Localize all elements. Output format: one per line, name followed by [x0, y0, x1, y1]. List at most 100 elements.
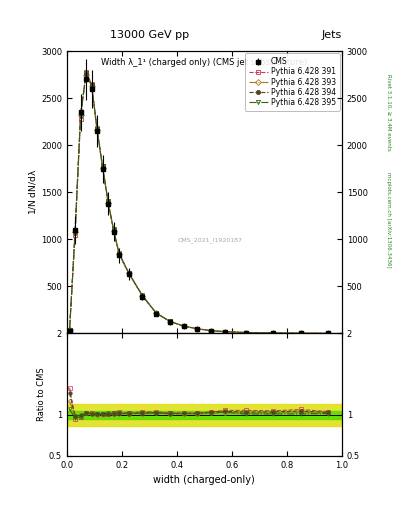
Pythia 6.428 395 — [298, 330, 303, 336]
Pythia 6.428 394 — [209, 328, 214, 334]
Pythia 6.428 393 — [84, 72, 88, 78]
Pythia 6.428 391 — [106, 199, 110, 205]
Pythia 6.428 394 — [298, 330, 303, 336]
Pythia 6.428 394 — [95, 126, 99, 133]
Y-axis label: Ratio to CMS: Ratio to CMS — [37, 368, 46, 421]
Pythia 6.428 395 — [222, 329, 227, 335]
Pythia 6.428 395 — [243, 329, 248, 335]
Pythia 6.428 395 — [111, 226, 116, 232]
Pythia 6.428 391 — [117, 250, 121, 256]
Pythia 6.428 394 — [168, 318, 173, 325]
Pythia 6.428 391 — [209, 328, 214, 334]
Pythia 6.428 391 — [243, 329, 248, 335]
Pythia 6.428 393 — [271, 330, 275, 336]
Pythia 6.428 391 — [195, 326, 200, 332]
Line: Pythia 6.428 393: Pythia 6.428 393 — [68, 73, 330, 335]
Pythia 6.428 393 — [106, 200, 110, 206]
Pythia 6.428 394 — [67, 327, 72, 333]
Pythia 6.428 394 — [195, 326, 200, 332]
Pythia 6.428 393 — [111, 228, 116, 234]
Pythia 6.428 391 — [222, 329, 227, 335]
Pythia 6.428 393 — [326, 330, 331, 336]
Pythia 6.428 394 — [140, 293, 145, 299]
Pythia 6.428 394 — [100, 164, 105, 170]
Pythia 6.428 395 — [209, 328, 214, 334]
Pythia 6.428 391 — [298, 330, 303, 336]
Pythia 6.428 393 — [95, 127, 99, 133]
Pythia 6.428 393 — [140, 293, 145, 299]
Pythia 6.428 393 — [222, 329, 227, 335]
Pythia 6.428 393 — [154, 310, 159, 316]
Pythia 6.428 394 — [117, 251, 121, 257]
Pythia 6.428 394 — [78, 110, 83, 116]
Y-axis label: $\mathrm{1 / N\; dN / d\lambda}$: $\mathrm{1 / N\; dN / d\lambda}$ — [27, 169, 38, 216]
Text: Rivet 3.1.10, ≥ 3.4M events: Rivet 3.1.10, ≥ 3.4M events — [386, 74, 391, 151]
Pythia 6.428 391 — [111, 227, 116, 233]
Pythia 6.428 394 — [127, 270, 131, 276]
Pythia 6.428 394 — [73, 228, 77, 234]
Pythia 6.428 394 — [106, 199, 110, 205]
Pythia 6.428 395 — [117, 250, 121, 257]
X-axis label: width (charged-only): width (charged-only) — [154, 475, 255, 485]
Pythia 6.428 393 — [100, 165, 105, 171]
Text: CMS_2021_I1920187: CMS_2021_I1920187 — [177, 238, 242, 243]
Text: mcplots.cern.ch [arXiv:1306.3436]: mcplots.cern.ch [arXiv:1306.3436] — [386, 173, 391, 268]
Pythia 6.428 391 — [127, 270, 131, 276]
Line: Pythia 6.428 395: Pythia 6.428 395 — [68, 71, 330, 335]
Pythia 6.428 391 — [78, 116, 83, 122]
Pythia 6.428 395 — [89, 81, 94, 88]
Pythia 6.428 395 — [67, 327, 72, 333]
Pythia 6.428 391 — [89, 81, 94, 87]
Pythia 6.428 394 — [182, 323, 186, 329]
Line: Pythia 6.428 394: Pythia 6.428 394 — [68, 72, 330, 335]
Text: 13000 GeV pp: 13000 GeV pp — [110, 30, 189, 40]
Pythia 6.428 393 — [243, 329, 248, 335]
Pythia 6.428 393 — [73, 229, 77, 235]
Pythia 6.428 393 — [127, 270, 131, 276]
Pythia 6.428 391 — [154, 310, 159, 316]
Pythia 6.428 394 — [111, 227, 116, 233]
Pythia 6.428 394 — [271, 330, 275, 336]
Text: Width λ_1¹ (charged only) (CMS jet substructure): Width λ_1¹ (charged only) (CMS jet subst… — [101, 58, 307, 67]
Pythia 6.428 395 — [168, 318, 173, 325]
Pythia 6.428 395 — [106, 198, 110, 204]
Legend: CMS, Pythia 6.428 391, Pythia 6.428 393, Pythia 6.428 394, Pythia 6.428 395: CMS, Pythia 6.428 391, Pythia 6.428 393,… — [245, 53, 340, 111]
Pythia 6.428 395 — [154, 310, 159, 316]
Text: Jets: Jets — [321, 30, 342, 40]
Pythia 6.428 391 — [140, 292, 145, 298]
Pythia 6.428 391 — [67, 327, 72, 333]
Pythia 6.428 394 — [222, 329, 227, 335]
Pythia 6.428 395 — [100, 163, 105, 169]
Line: Pythia 6.428 391: Pythia 6.428 391 — [68, 70, 330, 335]
Pythia 6.428 394 — [89, 82, 94, 88]
Pythia 6.428 394 — [243, 329, 248, 335]
Pythia 6.428 393 — [168, 318, 173, 325]
Pythia 6.428 395 — [127, 270, 131, 276]
Pythia 6.428 395 — [182, 323, 186, 329]
Pythia 6.428 395 — [140, 293, 145, 299]
Pythia 6.428 394 — [154, 310, 159, 316]
Pythia 6.428 391 — [271, 330, 275, 336]
Pythia 6.428 393 — [195, 326, 200, 332]
Pythia 6.428 393 — [298, 330, 303, 336]
Pythia 6.428 391 — [182, 323, 186, 329]
Pythia 6.428 393 — [67, 327, 72, 333]
Pythia 6.428 391 — [326, 330, 331, 336]
Pythia 6.428 393 — [117, 251, 121, 258]
Pythia 6.428 394 — [326, 330, 331, 336]
Pythia 6.428 393 — [209, 328, 214, 334]
Pythia 6.428 391 — [100, 163, 105, 169]
Pythia 6.428 391 — [84, 69, 88, 75]
Pythia 6.428 395 — [78, 114, 83, 120]
Pythia 6.428 393 — [89, 83, 94, 89]
Pythia 6.428 395 — [271, 330, 275, 336]
Pythia 6.428 391 — [73, 231, 77, 238]
Pythia 6.428 395 — [95, 126, 99, 132]
Pythia 6.428 393 — [78, 112, 83, 118]
Pythia 6.428 395 — [195, 326, 200, 332]
Pythia 6.428 391 — [168, 318, 173, 325]
Pythia 6.428 393 — [182, 323, 186, 329]
Pythia 6.428 394 — [84, 71, 88, 77]
Pythia 6.428 395 — [326, 330, 331, 336]
Pythia 6.428 395 — [73, 230, 77, 237]
